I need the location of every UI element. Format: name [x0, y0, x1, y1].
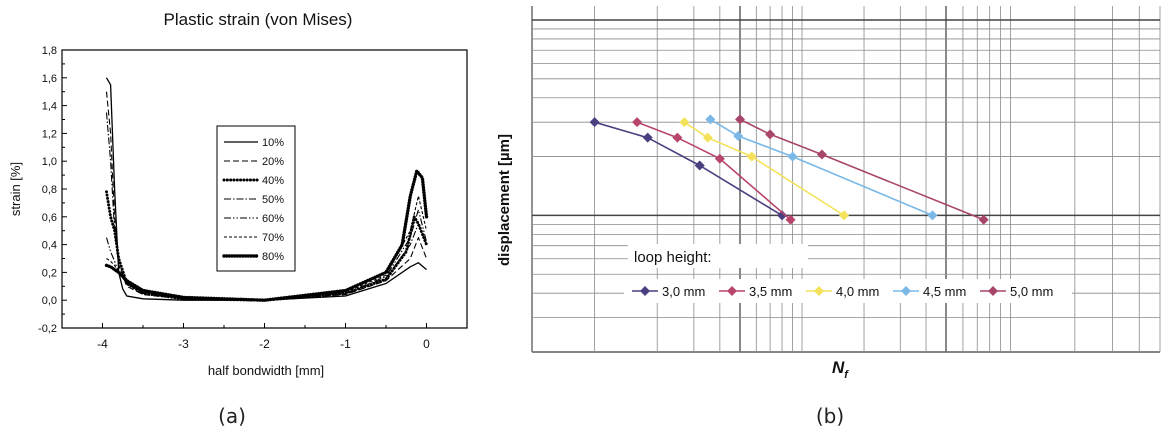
- panel-a-caption: (a): [218, 404, 246, 428]
- chart-b-data-marker: [927, 210, 938, 221]
- chart-b-legend-swatch-marker: [988, 286, 998, 296]
- chart-a-legend-entries: 10% 20% 40% 50% 60% 70% 80%: [222, 137, 284, 263]
- chart-b-data-marker: [694, 160, 705, 171]
- chart-a-y-ticks: -0,2 0,0 0,2 0,4 0,6 0,8 1,0 1,2 1,4 1,6 1,8: [38, 45, 67, 335]
- chart-b-data-marker: [705, 114, 716, 125]
- chart-b-data-marker: [714, 153, 725, 164]
- chart-b-data-marker: [679, 117, 690, 128]
- chart-a-x-tick-label: -2: [259, 337, 270, 351]
- chart-b-legend-swatch-marker: [640, 286, 650, 296]
- chart-b-legend-label: 3,5 mm: [749, 284, 792, 299]
- chart-b-legend-label: 4,0 mm: [836, 284, 879, 299]
- chart-b-data-marker: [733, 130, 744, 141]
- chart-b-data-marker: [702, 132, 713, 143]
- panel-a: Plastic strain (von Mises) -0,2 0,0 0,2 0,4…: [8, 10, 468, 428]
- chart-b-legend-label: 3,0 mm: [662, 284, 705, 299]
- chart-b-legend-title-bg: [628, 244, 808, 268]
- chart-b-x-axis-label-main: N: [832, 358, 845, 377]
- chart-b-data-marker: [672, 132, 683, 143]
- chart-b-data-marker: [642, 132, 653, 143]
- chart-a-y-tick-label: 0,6: [42, 212, 57, 224]
- chart-a-legend-label: 60%: [262, 213, 284, 225]
- chart-b-x-axis-label-subscript: f: [844, 369, 849, 381]
- chart-b-series-line-35mm: [636, 121, 792, 221]
- chart-a-y-tick-label: 0,2: [42, 267, 57, 279]
- chart-a-y-tick-label: 0,8: [42, 184, 57, 196]
- chart-b-series-group: [589, 114, 989, 225]
- chart-b-series-line-50mm: [739, 118, 984, 221]
- chart-a-x-tick-label: -4: [97, 337, 108, 351]
- chart-b-legend-swatch-marker: [901, 286, 911, 296]
- chart-a-y-tick-label: 1,2: [42, 128, 57, 140]
- chart-b-series-line-45mm: [709, 118, 933, 217]
- chart-b-data-marker: [746, 151, 757, 162]
- chart-b-series-line-40mm: [683, 121, 845, 217]
- chart-a-x-tick-label: -1: [340, 337, 351, 351]
- chart-a-y-tick-label: -0,2: [38, 323, 57, 335]
- chart-a-series-line-50pct: [105, 112, 428, 301]
- chart-b-data-marker: [589, 117, 600, 128]
- chart-a-series-group: [104, 77, 429, 302]
- chart-b-legend: loop height: 3,0 mm 3,5 mm 4,0 mm 4,5 mm 5,0…: [624, 244, 1072, 303]
- chart-b-legend-entries: 3,0 mm 3,5 mm 4,0 mm 4,5 mm 5,0 mm: [632, 284, 1053, 299]
- chart-b-legend-swatch-marker: [814, 286, 824, 296]
- chart-b-data-marker: [765, 129, 776, 140]
- chart-b-data-marker: [978, 214, 989, 225]
- chart-b-data-marker: [735, 114, 745, 125]
- chart-b-x-axis-label: Nf: [832, 358, 849, 381]
- chart-b-data-marker: [816, 149, 827, 160]
- chart-b-legend-label: 4,5 mm: [923, 284, 966, 299]
- chart-b-series-line-30mm: [594, 121, 783, 217]
- chart-b-data-marker: [839, 210, 850, 221]
- chart-a-x-tick-label: 0: [423, 337, 430, 351]
- chart-a-series-line-10pct: [105, 77, 427, 301]
- chart-a-y-tick-label: 1,0: [42, 156, 57, 168]
- chart-a-y-axis-label: strain [%]: [8, 162, 23, 216]
- chart-b-data-marker: [787, 151, 798, 162]
- chart-b-legend-swatch-marker: [727, 286, 737, 296]
- chart-a-legend-label: 40%: [262, 175, 284, 187]
- chart-a-x-axis-label: half bondwidth [mm]: [208, 363, 324, 378]
- chart-a-legend-label: 20%: [262, 156, 284, 168]
- chart-b-legend-title: loop height:: [634, 249, 712, 266]
- chart-a-y-tick-label: 1,4: [42, 101, 57, 113]
- chart-a-legend-label: 80%: [262, 251, 284, 263]
- chart-a-legend-label: 10%: [262, 137, 284, 149]
- chart-a-legend-label: 50%: [262, 194, 284, 206]
- chart-a-legend: 10% 20% 40% 50% 60% 70% 80%: [216, 125, 296, 272]
- chart-a-x-tick-label: -3: [178, 337, 189, 351]
- chart-a-title: Plastic strain (von Mises): [164, 10, 353, 29]
- chart-b-data-marker: [777, 210, 788, 221]
- chart-b-y-axis-label: displacement [µm]: [496, 134, 513, 266]
- chart-a-y-tick-label: 1,6: [42, 73, 57, 85]
- chart-b-data-marker: [632, 117, 643, 128]
- chart-a-series-line-80pct: [104, 169, 429, 302]
- panel-b-caption: (b): [816, 404, 844, 428]
- chart-a-y-tick-label: 0,0: [42, 295, 57, 307]
- chart-a-legend-label: 70%: [262, 232, 284, 244]
- chart-a-y-tick-label: 1,8: [42, 45, 57, 57]
- chart-b-data-marker: [785, 214, 796, 225]
- chart-b-legend-label: 5,0 mm: [1010, 284, 1053, 299]
- chart-a-y-tick-label: 0,4: [42, 240, 57, 252]
- panel-b: displacement [µm] Nf loop height: 3,0 mm…: [496, 6, 1161, 428]
- chart-a-x-ticks: -4 -3 -2 -1 0: [61, 323, 468, 351]
